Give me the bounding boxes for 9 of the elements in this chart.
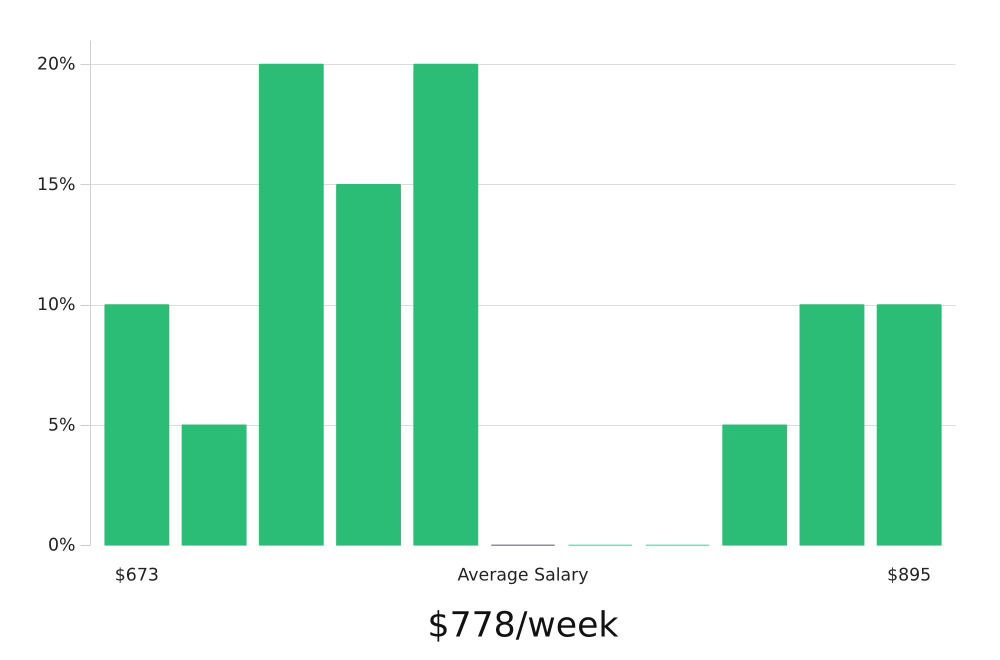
y-tick-label: 20% <box>36 54 76 75</box>
x-tick-label: $895 <box>887 566 932 586</box>
y-tick-label: 15% <box>36 174 76 195</box>
y-tick-label: 10% <box>36 295 76 316</box>
x-tick-label: $673 <box>114 566 159 586</box>
y-tick-label: 5% <box>48 415 76 436</box>
x-tick-label: Average Salary <box>457 566 589 586</box>
text: $778/week <box>428 606 618 646</box>
y-tick-label: 0% <box>48 536 76 556</box>
